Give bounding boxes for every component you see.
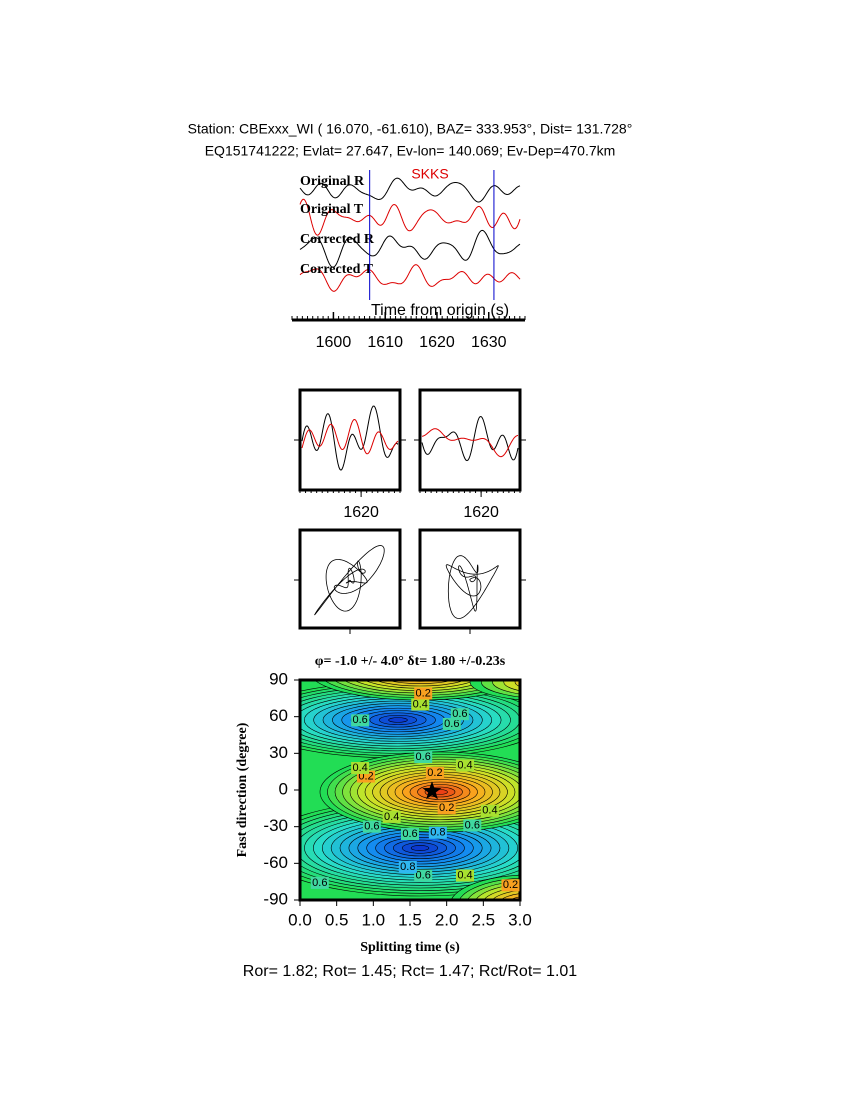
contour-band [410, 845, 430, 851]
x-tick-label: 1620 [419, 334, 455, 351]
contour-label: 0.2 [439, 802, 454, 814]
x-tick-label: 2.0 [435, 910, 459, 929]
contour-label: 0.6 [402, 828, 417, 840]
y-tick-label: 30 [269, 743, 288, 762]
contour-label: 0.6 [444, 718, 459, 730]
contour-label: 0.6 [416, 751, 431, 763]
contour-label-box [362, 820, 381, 833]
contour-label: 0.8 [430, 827, 445, 839]
contour-label-box [450, 708, 469, 721]
contour-label-box [411, 698, 430, 711]
contour-label-box [480, 804, 499, 817]
x-tick-label: 1610 [367, 334, 403, 351]
contour-label: 0.6 [364, 821, 379, 833]
contour-label-box [401, 828, 419, 840]
contour-label: 0.2 [503, 879, 518, 891]
contour-band [522, 902, 538, 908]
trace [301, 418, 399, 455]
x-tick-label: 2.5 [472, 910, 496, 929]
contour-label: 0.8 [400, 861, 415, 873]
y-tick-label: -90 [263, 889, 288, 908]
contour-band [388, 717, 408, 723]
trace-label: Original T [300, 202, 364, 217]
y-tick-label: -60 [263, 853, 288, 872]
contour-band [526, 675, 594, 690]
contour-label: 0.4 [352, 762, 367, 774]
contour-band [538, 677, 583, 687]
contour-label: 0.6 [416, 869, 431, 881]
contour-field [300, 670, 594, 908]
contour-label-box [425, 766, 444, 779]
trace-label: Corrected T [300, 262, 374, 277]
contour-label-box [414, 751, 433, 763]
trace [299, 177, 521, 203]
particle-path [314, 545, 385, 616]
x-tick-label: 0.5 [325, 910, 349, 929]
trace [421, 415, 519, 462]
panel-frame [298, 528, 402, 630]
y-axis-label: Fast direction (degree) [235, 722, 250, 857]
contour-label: 0.6 [465, 819, 480, 831]
y-tick-label: 90 [269, 669, 288, 688]
contour-label: 0.6 [352, 714, 367, 726]
best-estimate [422, 781, 442, 800]
header-line: Station: CBExxx_WI ( 16.070, -61.610), B… [188, 121, 633, 137]
x-tick-label: 3.0 [508, 910, 532, 929]
contour-label: 0.4 [384, 811, 399, 823]
contour-label-box [351, 762, 370, 774]
contour-label: 0.4 [413, 698, 428, 710]
y-tick-label: 60 [269, 706, 288, 725]
trace [421, 428, 519, 458]
x-tick-label: 1.0 [362, 910, 386, 929]
particle-path [445, 555, 499, 619]
contour-label-box [456, 759, 474, 772]
contour-label: 0.2 [416, 687, 431, 699]
contour-label: 0.6 [452, 708, 467, 720]
contour-label-box [414, 869, 433, 882]
contour-label-box [414, 687, 433, 700]
x-tick-label: 0.0 [288, 910, 312, 929]
contour-label-box [398, 861, 417, 873]
contour-band [411, 670, 429, 675]
contour-label: 0.4 [457, 759, 472, 771]
trace-label: Original R [300, 174, 365, 189]
contour-label-box [442, 718, 461, 730]
plot-title: φ= -1.0 +/- 4.0° δt= 1.80 +/-0.23s [315, 654, 506, 669]
contour-label-box [310, 876, 329, 889]
trace [301, 405, 399, 471]
trace [299, 198, 521, 236]
trace-label: Corrected R [300, 232, 375, 247]
trace [299, 264, 521, 292]
x-axis-label: Time from origin (s) [371, 302, 509, 319]
header-line: EQ151741222; Evlat= 27.647, Ev-lon= 140.… [205, 143, 616, 159]
x-axis-label: Splitting time (s) [360, 940, 460, 955]
x-tick-label: 1630 [471, 334, 507, 351]
contour-label-box [351, 714, 370, 727]
trace [299, 229, 521, 268]
phase-label: SKKS [411, 166, 448, 182]
contour-label-box [501, 879, 520, 892]
x-tick-label: 1600 [316, 334, 352, 351]
contour-band [549, 680, 572, 685]
contour-label: 0.2 [427, 767, 442, 779]
contour-band [514, 680, 520, 687]
contour-label-box [437, 802, 456, 815]
y-tick-label: -30 [263, 816, 288, 835]
y-tick-label: 0 [279, 779, 288, 798]
footer: Ror= 1.82; Rot= 1.45; Rct= 1.47; Rct/Rot… [243, 963, 578, 980]
contour-label: 0.6 [312, 877, 327, 889]
contour-label-box [463, 819, 482, 832]
x-tick-label: 1620 [343, 504, 379, 521]
contour-label: 0.4 [457, 869, 472, 881]
contour-label: 0.4 [482, 805, 497, 817]
contour-label-box [428, 826, 447, 839]
contour-label-box [382, 810, 401, 823]
x-tick-label: 1.5 [398, 910, 422, 929]
x-tick-label: 1620 [463, 504, 499, 521]
contour-label-box [456, 869, 474, 882]
